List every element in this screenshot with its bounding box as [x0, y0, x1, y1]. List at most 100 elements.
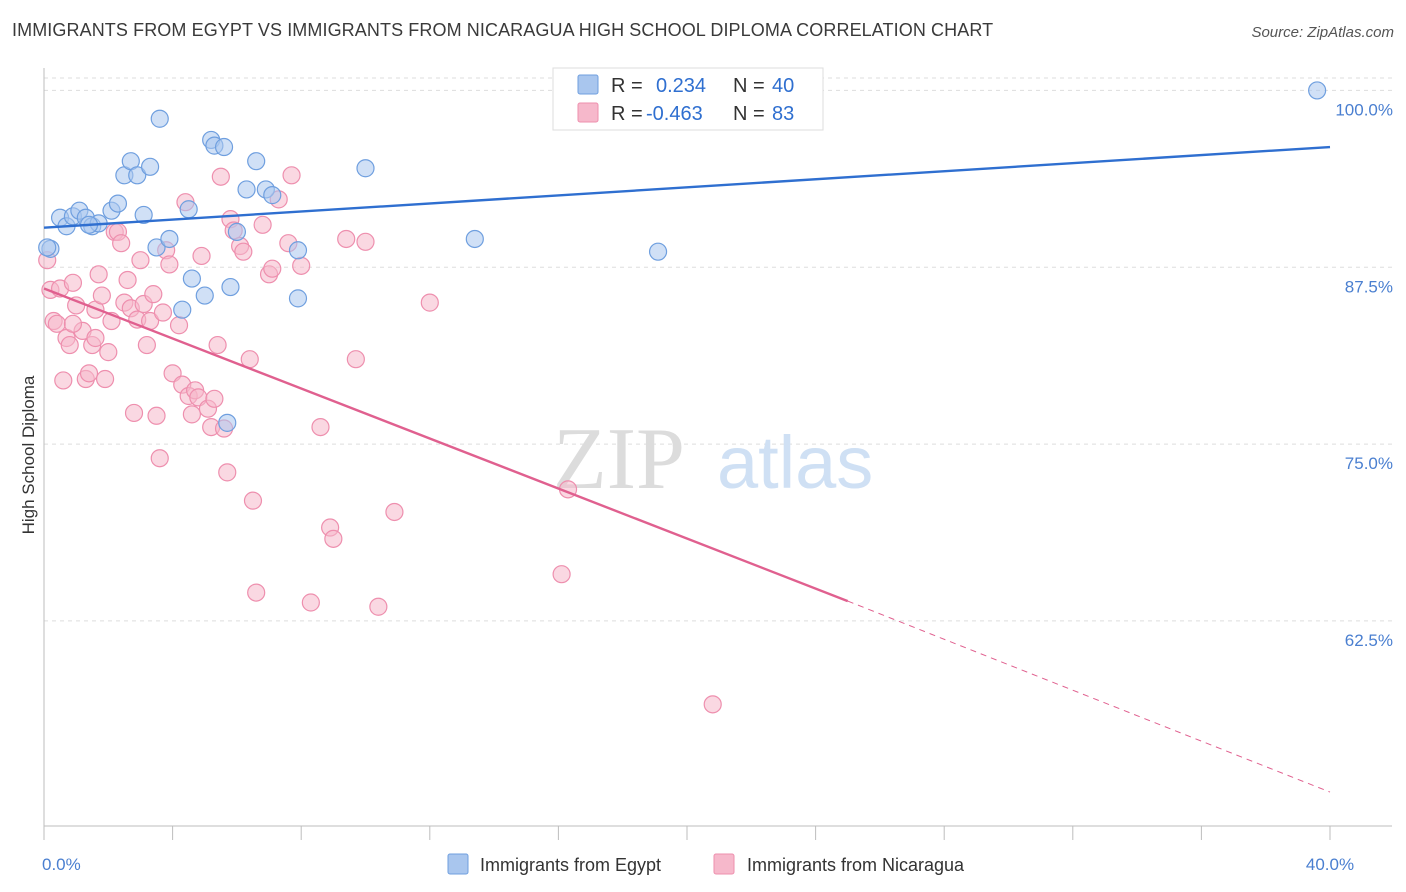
axes: [43, 68, 1392, 840]
egypt-point: [182, 269, 201, 288]
nicaragua-point: [356, 232, 375, 251]
egypt-point: [1308, 81, 1327, 100]
nicaragua-point: [54, 371, 73, 390]
nicaragua-point: [282, 166, 301, 185]
nicaragua-point: [150, 449, 169, 468]
nicaragua-point: [137, 335, 156, 355]
nicaragua-point: [63, 273, 83, 292]
egypt-point: [150, 109, 169, 128]
n-value-nicaragua: 83: [772, 103, 794, 125]
nicaragua-point: [311, 417, 330, 437]
source-credit: Source: ZipAtlas.com: [1251, 24, 1394, 41]
y-tick-label: 100.0%: [1335, 100, 1393, 119]
x-tick-label: 0.0%: [42, 855, 81, 874]
nicaragua-point: [552, 565, 571, 584]
nicaragua-point: [211, 167, 230, 186]
legend-nicaragua-label: Immigrants from Nicaragua: [747, 855, 965, 875]
nicaragua-point: [385, 502, 404, 522]
egypt-point: [648, 242, 668, 261]
legend-nicaragua-swatch: [713, 853, 735, 875]
nicaragua-point: [92, 286, 111, 305]
legend-egypt-swatch: [447, 853, 469, 875]
egypt-point: [160, 229, 179, 249]
egypt-point: [218, 413, 237, 432]
nicaragua-point: [160, 255, 179, 274]
egypt-swatch: [577, 74, 599, 95]
nicaragua-point: [95, 369, 115, 389]
nicaragua-point: [243, 491, 263, 510]
egypt-point: [237, 180, 256, 199]
nicaragua-trend-line: [43, 287, 849, 603]
nicaragua-point: [60, 335, 79, 355]
gridlines: [44, 77, 1392, 622]
watermark: ZIP atlas: [553, 411, 873, 508]
n-value-egypt: 40: [772, 75, 794, 97]
nicaragua-point: [118, 270, 137, 290]
nicaragua-point: [112, 234, 131, 253]
nicaragua-point: [301, 593, 320, 612]
egypt-point: [263, 186, 282, 205]
nicaragua-point: [234, 242, 253, 261]
y-tick-label: 87.5%: [1345, 277, 1393, 296]
egypt-point: [195, 286, 214, 305]
nicaragua-point: [208, 335, 227, 355]
watermark-atlas: atlas: [717, 421, 873, 504]
nicaragua-point: [89, 265, 108, 284]
egypt-point: [356, 159, 375, 178]
nicaragua-point: [144, 285, 163, 304]
nicaragua-point: [169, 316, 189, 335]
nicaragua-point: [124, 403, 144, 423]
x-tick-label: 40.0%: [1306, 855, 1354, 874]
egypt-point: [179, 200, 198, 219]
egypt-point: [128, 166, 147, 185]
nicaragua-point: [192, 246, 211, 266]
nicaragua-point: [99, 343, 118, 362]
nicaragua-point: [337, 229, 356, 249]
nicaragua-point: [247, 583, 266, 602]
egypt-point: [173, 300, 192, 319]
y-tick-label: 75.0%: [1345, 454, 1393, 473]
egypt-point: [227, 222, 246, 241]
nicaragua-point: [420, 293, 439, 312]
egypt-point: [134, 205, 153, 225]
nicaragua-point: [346, 350, 365, 369]
egypt-point: [214, 137, 234, 157]
nicaragua-point: [131, 251, 150, 270]
egypt-point: [140, 157, 160, 176]
nicaragua-point: [63, 314, 83, 333]
egypt-point: [147, 238, 166, 257]
nicaragua-point: [218, 463, 237, 482]
chart-title: IMMIGRANTS FROM EGYPT VS IMMIGRANTS FROM…: [12, 20, 994, 40]
nicaragua-point: [79, 364, 99, 383]
egypt-point: [221, 277, 240, 297]
nicaragua-swatch: [577, 102, 599, 123]
nicaragua-point: [182, 405, 201, 424]
egypt-point: [247, 152, 266, 171]
egypt-points: [38, 81, 1327, 432]
series-legend: Immigrants from Egypt Immigrants from Ni…: [447, 853, 965, 875]
nicaragua-point: [324, 529, 343, 548]
nicaragua-point: [205, 389, 224, 408]
egypt-trend-line: [43, 145, 1331, 229]
r-label-2: R =: [611, 103, 643, 125]
nicaragua-point: [153, 303, 173, 322]
legend-egypt-label: Immigrants from Egypt: [480, 855, 661, 875]
nicaragua-point: [147, 406, 166, 425]
egypt-point: [465, 229, 484, 249]
y-tick-label: 62.5%: [1345, 631, 1393, 650]
trend-lines: [43, 145, 1331, 793]
nicaragua-trend-line: [847, 600, 1331, 793]
nicaragua-point: [263, 259, 282, 278]
r-label-1: R =: [611, 75, 643, 97]
nicaragua-point: [369, 597, 388, 616]
n-label-1: N =: [733, 75, 765, 97]
egypt-point: [108, 194, 128, 213]
y-axis-label: High School Diploma: [19, 375, 38, 534]
tick-labels: 100.0% 87.5% 75.0% 62.5% 0.0% 40.0%: [42, 100, 1393, 874]
egypt-point: [38, 238, 57, 257]
r-value-nicaragua: -0.463: [646, 103, 703, 125]
nicaragua-point: [86, 328, 105, 348]
nicaragua-point: [292, 256, 311, 275]
stats-legend: R = 0.234 N = 40 R = -0.463 N = 83: [552, 67, 824, 131]
